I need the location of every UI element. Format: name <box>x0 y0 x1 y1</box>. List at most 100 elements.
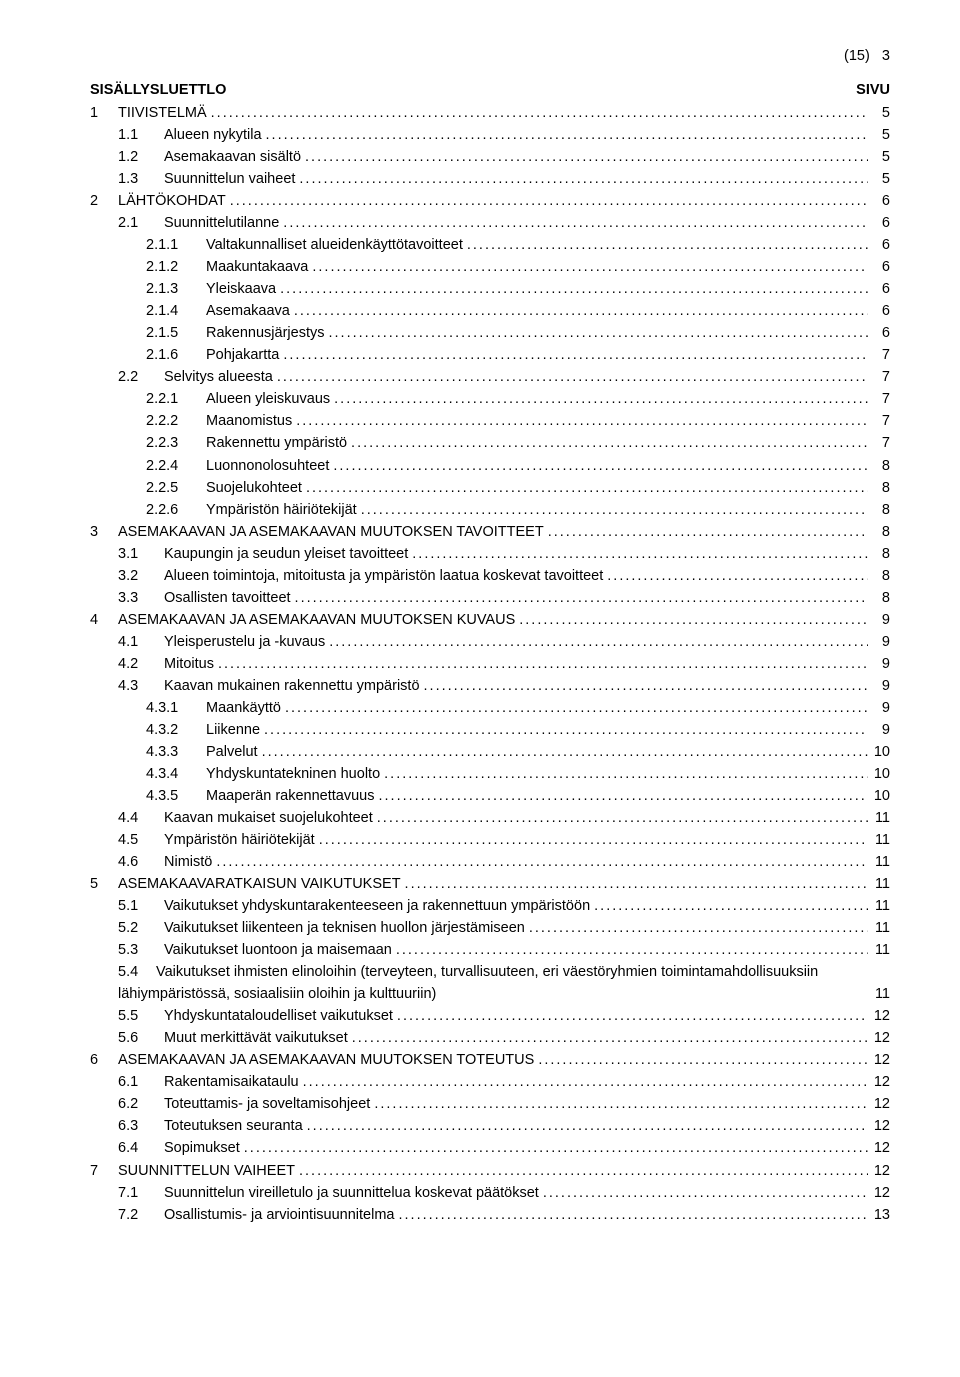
toc-leader <box>301 146 868 168</box>
toc-entry: 2.1.2Maakuntakaava6 <box>90 256 890 278</box>
toc-entry-page: 7 <box>868 432 890 454</box>
toc-entry: 1.2Asemakaavan sisältö5 <box>90 146 890 168</box>
toc-entry-label: Kaupungin ja seudun yleiset tavoitteet <box>164 543 408 565</box>
toc-leader <box>357 499 868 521</box>
toc-entry-number: 4.6 <box>118 851 164 873</box>
toc-entry-number: 2.1.1 <box>146 234 206 256</box>
toc-entry-page: 11 <box>868 895 890 917</box>
toc-entry: 2.2.1Alueen yleiskuvaus 7 <box>90 388 890 410</box>
toc-leader <box>303 1115 868 1137</box>
toc-entry-page: 12 <box>868 1160 890 1182</box>
toc-entry-page: 12 <box>868 1027 890 1049</box>
toc-entry: 3.1Kaupungin ja seudun yleiset tavoittee… <box>90 543 890 565</box>
toc-leader <box>394 1204 868 1226</box>
toc-entry-number: 5.3 <box>118 939 164 961</box>
toc-entry-page: 5 <box>868 102 890 124</box>
toc-entry-page: 11 <box>875 983 890 1005</box>
toc-entry-page: 9 <box>868 719 890 741</box>
toc-entry-number: 2.2.6 <box>146 499 206 521</box>
toc-entry: 2.2.5Suojelukohteet8 <box>90 477 890 499</box>
toc-entry: 2.1.6Pohjakartta7 <box>90 344 890 366</box>
toc-entry: 6.4Sopimukset12 <box>90 1137 890 1159</box>
toc-entry: 2.2.4Luonnonolosuhteet8 <box>90 455 890 477</box>
toc-entry-label: Yhdyskuntatekninen huolto <box>206 763 380 785</box>
toc-entry-label: LÄHTÖKOHDAT <box>118 190 226 212</box>
toc-entry-number: 2.2 <box>118 366 164 388</box>
toc-entry-label: Kaavan mukaiset suojelukohteet <box>164 807 373 829</box>
toc-entry-number: 4.3.5 <box>146 785 206 807</box>
toc-entry-page: 11 <box>868 917 890 939</box>
toc-entry-number: 4.3.3 <box>146 741 206 763</box>
toc-entry: 6ASEMAKAAVAN JA ASEMAKAAVAN MUUTOKSEN TO… <box>90 1049 890 1071</box>
toc-entry-label: Alueen yleiskuvaus <box>206 388 330 410</box>
toc-entry-page: 6 <box>868 234 890 256</box>
toc-entry-label: Alueen toimintoja, mitoitusta ja ympäris… <box>164 565 603 587</box>
toc-entry-number: 3.3 <box>118 587 164 609</box>
toc-entry-page: 9 <box>868 697 890 719</box>
toc-entry-number: 5.5 <box>118 1005 164 1027</box>
toc-entry-number: 1.3 <box>118 168 164 190</box>
toc-entry-label: Asemakaava <box>206 300 290 322</box>
toc-entry: 5.3Vaikutukset luontoon ja maisemaan11 <box>90 939 890 961</box>
toc-entry-page: 9 <box>868 675 890 697</box>
toc-entry-label: Muut merkittävät vaikutukset <box>164 1027 348 1049</box>
toc-entry-label: Pohjakartta <box>206 344 279 366</box>
toc-entry: 3.2Alueen toimintoja, mitoitusta ja ympä… <box>90 565 890 587</box>
toc-entry-number: 6.1 <box>118 1071 164 1093</box>
toc-title-right: SIVU <box>856 82 890 98</box>
toc-entry-number: 2.2.1 <box>146 388 206 410</box>
toc-entry: 2.2Selvitys alueesta7 <box>90 366 890 388</box>
toc-entry-number: 2.1.2 <box>146 256 206 278</box>
toc-entry-number: 7.2 <box>118 1204 164 1226</box>
toc-entry-number: 2.1.6 <box>146 344 206 366</box>
toc-entry: 2.1.4Asemakaava6 <box>90 300 890 322</box>
toc-leader <box>226 190 868 212</box>
toc-leader <box>273 366 868 388</box>
toc-entry-number: 3 <box>90 521 118 543</box>
toc-entry: 7SUUNNITTELUN VAIHEET12 <box>90 1160 890 1182</box>
toc-entry-number: 5.6 <box>118 1027 164 1049</box>
toc-entry-label: Yleiskaava <box>206 278 276 300</box>
toc-entry: 1TIIVISTELMÄ5 <box>90 102 890 124</box>
toc-entry: 5.1Vaikutukset yhdyskuntarakenteeseen ja… <box>90 895 890 917</box>
toc-entry-page: 8 <box>868 565 890 587</box>
toc-entry-label: ASEMAKAAVARATKAISUN VAIKUTUKSET <box>118 873 401 895</box>
toc-entry: 4.5Ympäristön häiriötekijät11 <box>90 829 890 851</box>
toc-entry-label: Toteutuksen seuranta <box>164 1115 303 1137</box>
toc-entry-label: Yleisperustelu ja -kuvaus <box>164 631 325 653</box>
toc-entry: 6.3Toteutuksen seuranta12 <box>90 1115 890 1137</box>
toc-leader <box>276 278 868 300</box>
toc-entry-number: 6.3 <box>118 1115 164 1137</box>
toc-entry-number: 4.3.4 <box>146 763 206 785</box>
toc-entry-label: Suunnittelun vireilletulo ja suunnittelu… <box>164 1182 539 1204</box>
toc-entry-number: 1 <box>90 102 118 124</box>
toc-entry: 4.1Yleisperustelu ja -kuvaus9 <box>90 631 890 653</box>
toc-entry-label: Sopimukset <box>164 1137 240 1159</box>
toc-leader <box>603 565 868 587</box>
toc-entry-page: 11 <box>868 829 890 851</box>
toc-leader <box>258 741 868 763</box>
toc-entry-label: Mitoitus <box>164 653 214 675</box>
toc-entry-page: 12 <box>868 1182 890 1204</box>
toc-entry-page: 7 <box>868 388 890 410</box>
toc-entry-number: 2.2.3 <box>146 432 206 454</box>
toc-leader <box>260 719 868 741</box>
toc-entry-number: 4.5 <box>118 829 164 851</box>
toc-entry-number: 2.2.5 <box>146 477 206 499</box>
toc-entry-page: 11 <box>868 851 890 873</box>
toc-entry-page: 8 <box>868 543 890 565</box>
toc-leader <box>590 895 868 917</box>
toc-leader <box>291 587 868 609</box>
toc-entry-page: 5 <box>868 168 890 190</box>
toc-entry: 7.1Suunnittelun vireilletulo ja suunnitt… <box>90 1182 890 1204</box>
toc-leader <box>347 432 868 454</box>
toc-entry: 5.5Yhdyskuntataloudelliset vaikutukset12 <box>90 1005 890 1027</box>
toc-leader <box>281 697 868 719</box>
toc-leader <box>348 1027 868 1049</box>
toc-entry-label: Nimistö <box>164 851 212 873</box>
toc-entry-page: 8 <box>868 499 890 521</box>
toc-entry: 2.2.6Ympäristön häiriötekijät8 <box>90 499 890 521</box>
toc-entry-page: 12 <box>868 1005 890 1027</box>
toc-entry-page: 11 <box>868 873 890 895</box>
toc-entry-page: 7 <box>868 410 890 432</box>
